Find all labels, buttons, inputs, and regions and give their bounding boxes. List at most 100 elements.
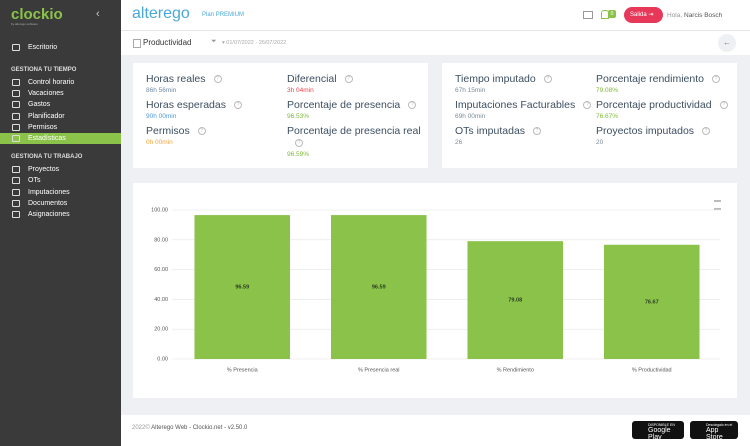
info-icon[interactable]: ? xyxy=(543,75,552,84)
date-range[interactable]: ▾ 01/07/2022 - 26/07/2022 xyxy=(222,40,287,46)
stats-card: Horas reales? 86h 56min Horas esperadas? 90… xyxy=(133,63,428,168)
info-icon[interactable]: ? xyxy=(344,75,353,84)
menu-icon xyxy=(12,101,20,109)
collapse[interactable]: ‹ xyxy=(96,8,100,20)
app-store-badge[interactable]: Descárgalo en el App Store xyxy=(690,421,738,441)
metric-columns: Tiempo imputado? 67h 15min Imputaciones Fa… xyxy=(442,63,737,151)
menu-icon xyxy=(12,79,20,86)
menu-item[interactable]: Control horario xyxy=(0,77,121,88)
metric-label: OTs imputadas? xyxy=(455,125,596,137)
metric-value: 3h 04min xyxy=(287,87,314,94)
menu-label: Imputaciones xyxy=(28,188,70,196)
back-button[interactable]: ← xyxy=(718,34,736,52)
metric-label-text: Porcentaje de presencia xyxy=(287,99,401,111)
info-icon[interactable]: ? xyxy=(583,101,592,110)
chart-menu[interactable] xyxy=(714,200,721,210)
menu-label: Vacaciones xyxy=(28,90,64,98)
info-icon[interactable]: ? xyxy=(408,101,417,110)
menu-item[interactable]: Escritorio xyxy=(0,42,121,53)
menu-item[interactable]: Proyectos xyxy=(0,164,121,175)
metric-label-text: Diferencial xyxy=(287,73,337,85)
info-icon[interactable]: ? xyxy=(719,101,728,110)
metric-label: Porcentaje productividad? xyxy=(596,99,737,111)
google-play-badge[interactable]: DISPONIBLE EN Google Play xyxy=(632,421,684,441)
page-title: Productividad xyxy=(143,38,192,47)
menu-label: Planificador xyxy=(28,112,65,120)
menu-item[interactable]: Gastos xyxy=(0,99,121,110)
menu-icon xyxy=(12,112,20,120)
info-icon[interactable]: ? xyxy=(295,139,303,148)
metric-column: Tiempo imputado? 67h 15min Imputaciones Fa… xyxy=(455,73,596,151)
metric-label-text: Horas reales xyxy=(146,73,206,85)
store-name: Google Play xyxy=(648,427,671,441)
menu-label: Estadísticas xyxy=(28,134,66,142)
menu-item[interactable]: Imputaciones xyxy=(0,187,121,198)
menu-label: Documentos xyxy=(28,199,68,207)
metric-value: 96.53% xyxy=(287,113,310,120)
value-label: 96.59 xyxy=(372,284,386,290)
menu-icon xyxy=(12,90,20,98)
menu-label: Gastos xyxy=(28,101,51,109)
bar xyxy=(467,241,564,359)
bar xyxy=(194,215,291,359)
mail-icon[interactable] xyxy=(583,11,593,19)
y-tick-label: 40.00 xyxy=(154,297,168,303)
menu-icon xyxy=(12,210,20,218)
plan-level: PREMIUM xyxy=(215,12,245,18)
menu-item[interactable]: Planificador xyxy=(0,111,121,122)
brand[interactable]: alterego xyxy=(132,5,190,22)
metric-label-text: Tiempo imputado xyxy=(455,73,536,85)
footer: 2022© Alterego Web - Clockio.net - v2.50… xyxy=(121,415,750,446)
page-icon xyxy=(133,39,141,48)
menu-label: Control horario xyxy=(28,79,75,86)
logo[interactable]: clockio xyxy=(11,6,63,23)
metric-label: Permisos? xyxy=(146,125,287,137)
info-icon[interactable]: ? xyxy=(711,75,720,84)
date-range-text: 01/07/2022 - 26/07/2022 xyxy=(226,40,287,46)
metric-value: 96.59% xyxy=(287,151,310,158)
badge: 0 xyxy=(608,10,616,18)
info-icon[interactable]: ? xyxy=(233,101,242,110)
x-tick-label: % Presencia xyxy=(227,367,259,373)
value-label: 79.08 xyxy=(508,298,522,304)
x-tick-label: % Presencia real xyxy=(358,367,400,373)
menu-item[interactable]: OTs xyxy=(0,175,121,186)
metric-label-text: OTs imputadas xyxy=(455,125,526,137)
info-icon[interactable]: ? xyxy=(213,75,222,84)
user-name[interactable]: Narcis Bosch xyxy=(684,12,723,19)
exit-button[interactable]: Salida ⇥ xyxy=(624,7,663,23)
menu-label: Permisos xyxy=(28,123,58,131)
metric-value: 0h 00min xyxy=(146,139,173,146)
metric-label-text: Porcentaje productividad xyxy=(596,99,712,111)
y-tick-label: 100.00 xyxy=(151,207,168,213)
metric-label-text: Horas esperadas xyxy=(146,99,226,111)
menu-item[interactable]: Asignaciones xyxy=(0,209,121,220)
metric-label-text: Porcentaje de presencia real xyxy=(287,125,421,137)
info-icon[interactable]: ? xyxy=(533,127,542,136)
y-tick-label: 80.00 xyxy=(154,237,168,243)
copyright: 2022© xyxy=(132,425,150,431)
stats-card: Tiempo imputado? 67h 15min Imputaciones Fa… xyxy=(442,63,737,168)
metric-label-text: Porcentaje rendimiento xyxy=(596,73,704,85)
menu-label: Proyectos xyxy=(28,166,60,174)
menu-section: GESTIONA TU TIEMPO xyxy=(11,67,77,73)
menu-item[interactable]: Documentos xyxy=(0,198,121,209)
menu-item[interactable]: Permisos xyxy=(0,122,121,133)
store-name: App Store xyxy=(706,427,723,441)
store-pre: Descárgalo en el xyxy=(706,423,733,427)
menu-icon xyxy=(12,188,20,196)
metric-label: Diferencial? xyxy=(287,73,428,85)
bar xyxy=(330,215,427,359)
menu-item[interactable]: Estadísticas xyxy=(0,132,121,145)
metric-columns: Horas reales? 86h 56min Horas esperadas? 90… xyxy=(133,63,428,163)
info-icon[interactable]: ? xyxy=(197,127,206,136)
menu-item[interactable]: Vacaciones xyxy=(0,88,121,99)
filter-icon[interactable]: ⏷ xyxy=(211,38,217,45)
info-icon[interactable]: ? xyxy=(702,127,711,136)
metric-label-text: Permisos xyxy=(146,125,190,137)
menu-icon xyxy=(12,199,20,207)
logo-sub: by alterego software xyxy=(11,22,39,26)
metric-value: 79.08% xyxy=(596,87,619,94)
footer-text: Alterego Web - Clockio.net - v2.50.0 xyxy=(151,425,248,431)
